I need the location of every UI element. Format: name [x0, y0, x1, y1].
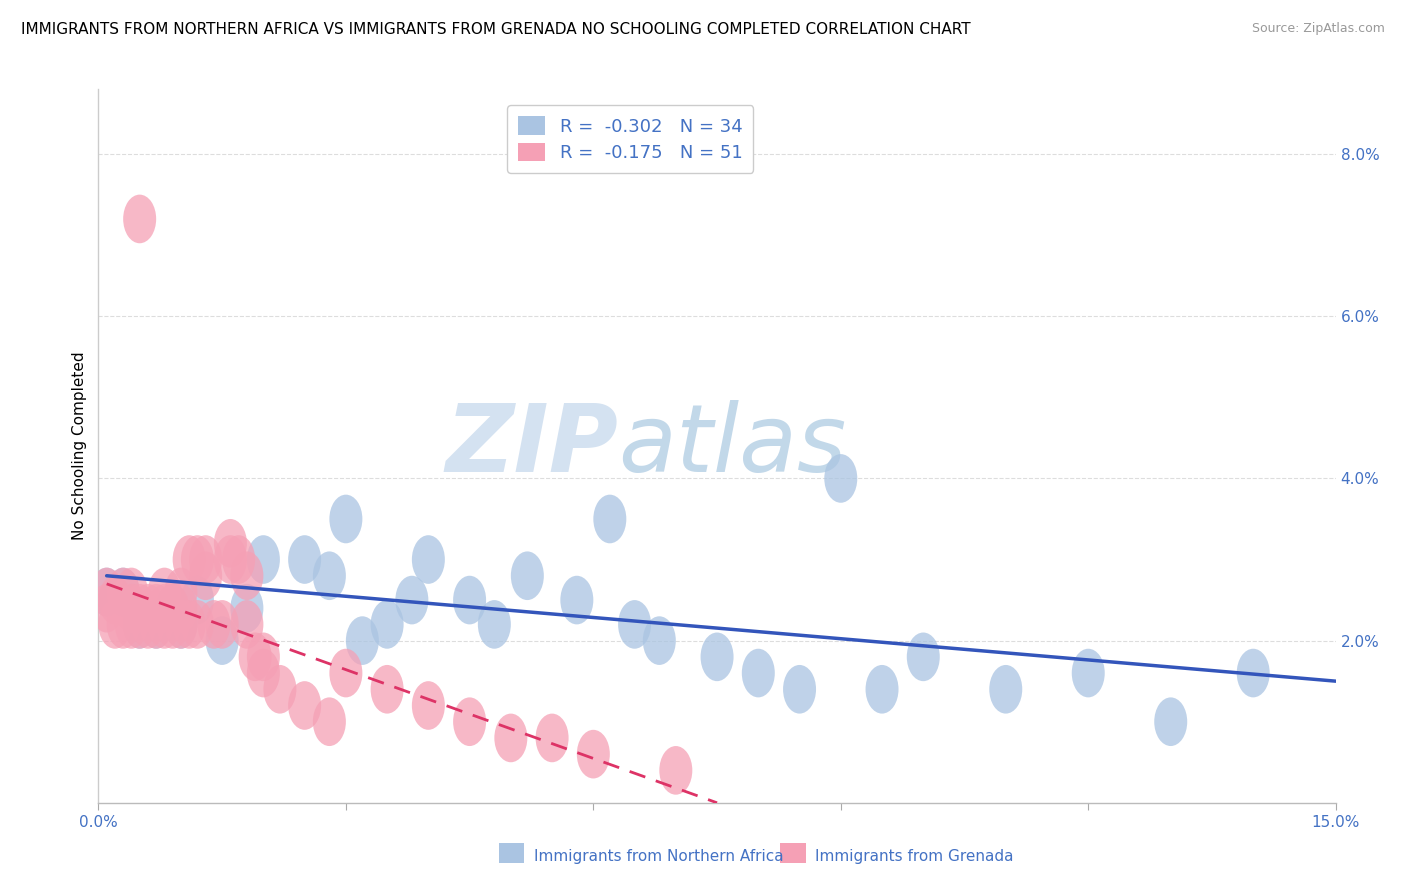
Text: Source: ZipAtlas.com: Source: ZipAtlas.com — [1251, 22, 1385, 36]
Text: IMMIGRANTS FROM NORTHERN AFRICA VS IMMIGRANTS FROM GRENADA NO SCHOOLING COMPLETE: IMMIGRANTS FROM NORTHERN AFRICA VS IMMIG… — [21, 22, 970, 37]
Y-axis label: No Schooling Completed: No Schooling Completed — [72, 351, 87, 541]
FancyBboxPatch shape — [780, 843, 806, 863]
Text: Immigrants from Northern Africa: Immigrants from Northern Africa — [534, 849, 785, 863]
Text: atlas: atlas — [619, 401, 846, 491]
Text: ZIP: ZIP — [446, 400, 619, 492]
Text: Immigrants from Grenada: Immigrants from Grenada — [815, 849, 1014, 863]
Legend: R =  -0.302   N = 34, R =  -0.175   N = 51: R = -0.302 N = 34, R = -0.175 N = 51 — [508, 105, 754, 173]
FancyBboxPatch shape — [499, 843, 524, 863]
